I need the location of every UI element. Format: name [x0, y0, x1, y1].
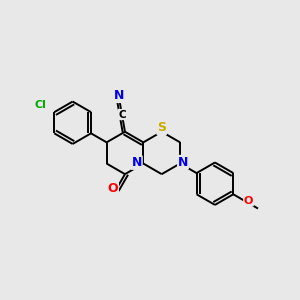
Text: O: O — [244, 196, 253, 206]
Text: C: C — [118, 110, 126, 119]
Text: Cl: Cl — [34, 100, 46, 110]
Text: N: N — [132, 156, 142, 169]
Text: N: N — [114, 89, 124, 102]
Text: S: S — [157, 122, 166, 134]
Text: O: O — [108, 182, 118, 195]
Text: N: N — [178, 156, 188, 169]
